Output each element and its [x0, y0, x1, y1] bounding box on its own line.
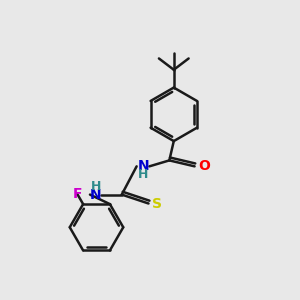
Text: O: O — [198, 159, 210, 173]
Text: H: H — [138, 168, 148, 181]
Text: H: H — [91, 180, 101, 193]
Text: N: N — [90, 188, 102, 202]
Text: S: S — [152, 196, 162, 211]
Text: N: N — [138, 159, 149, 173]
Text: F: F — [73, 187, 82, 201]
